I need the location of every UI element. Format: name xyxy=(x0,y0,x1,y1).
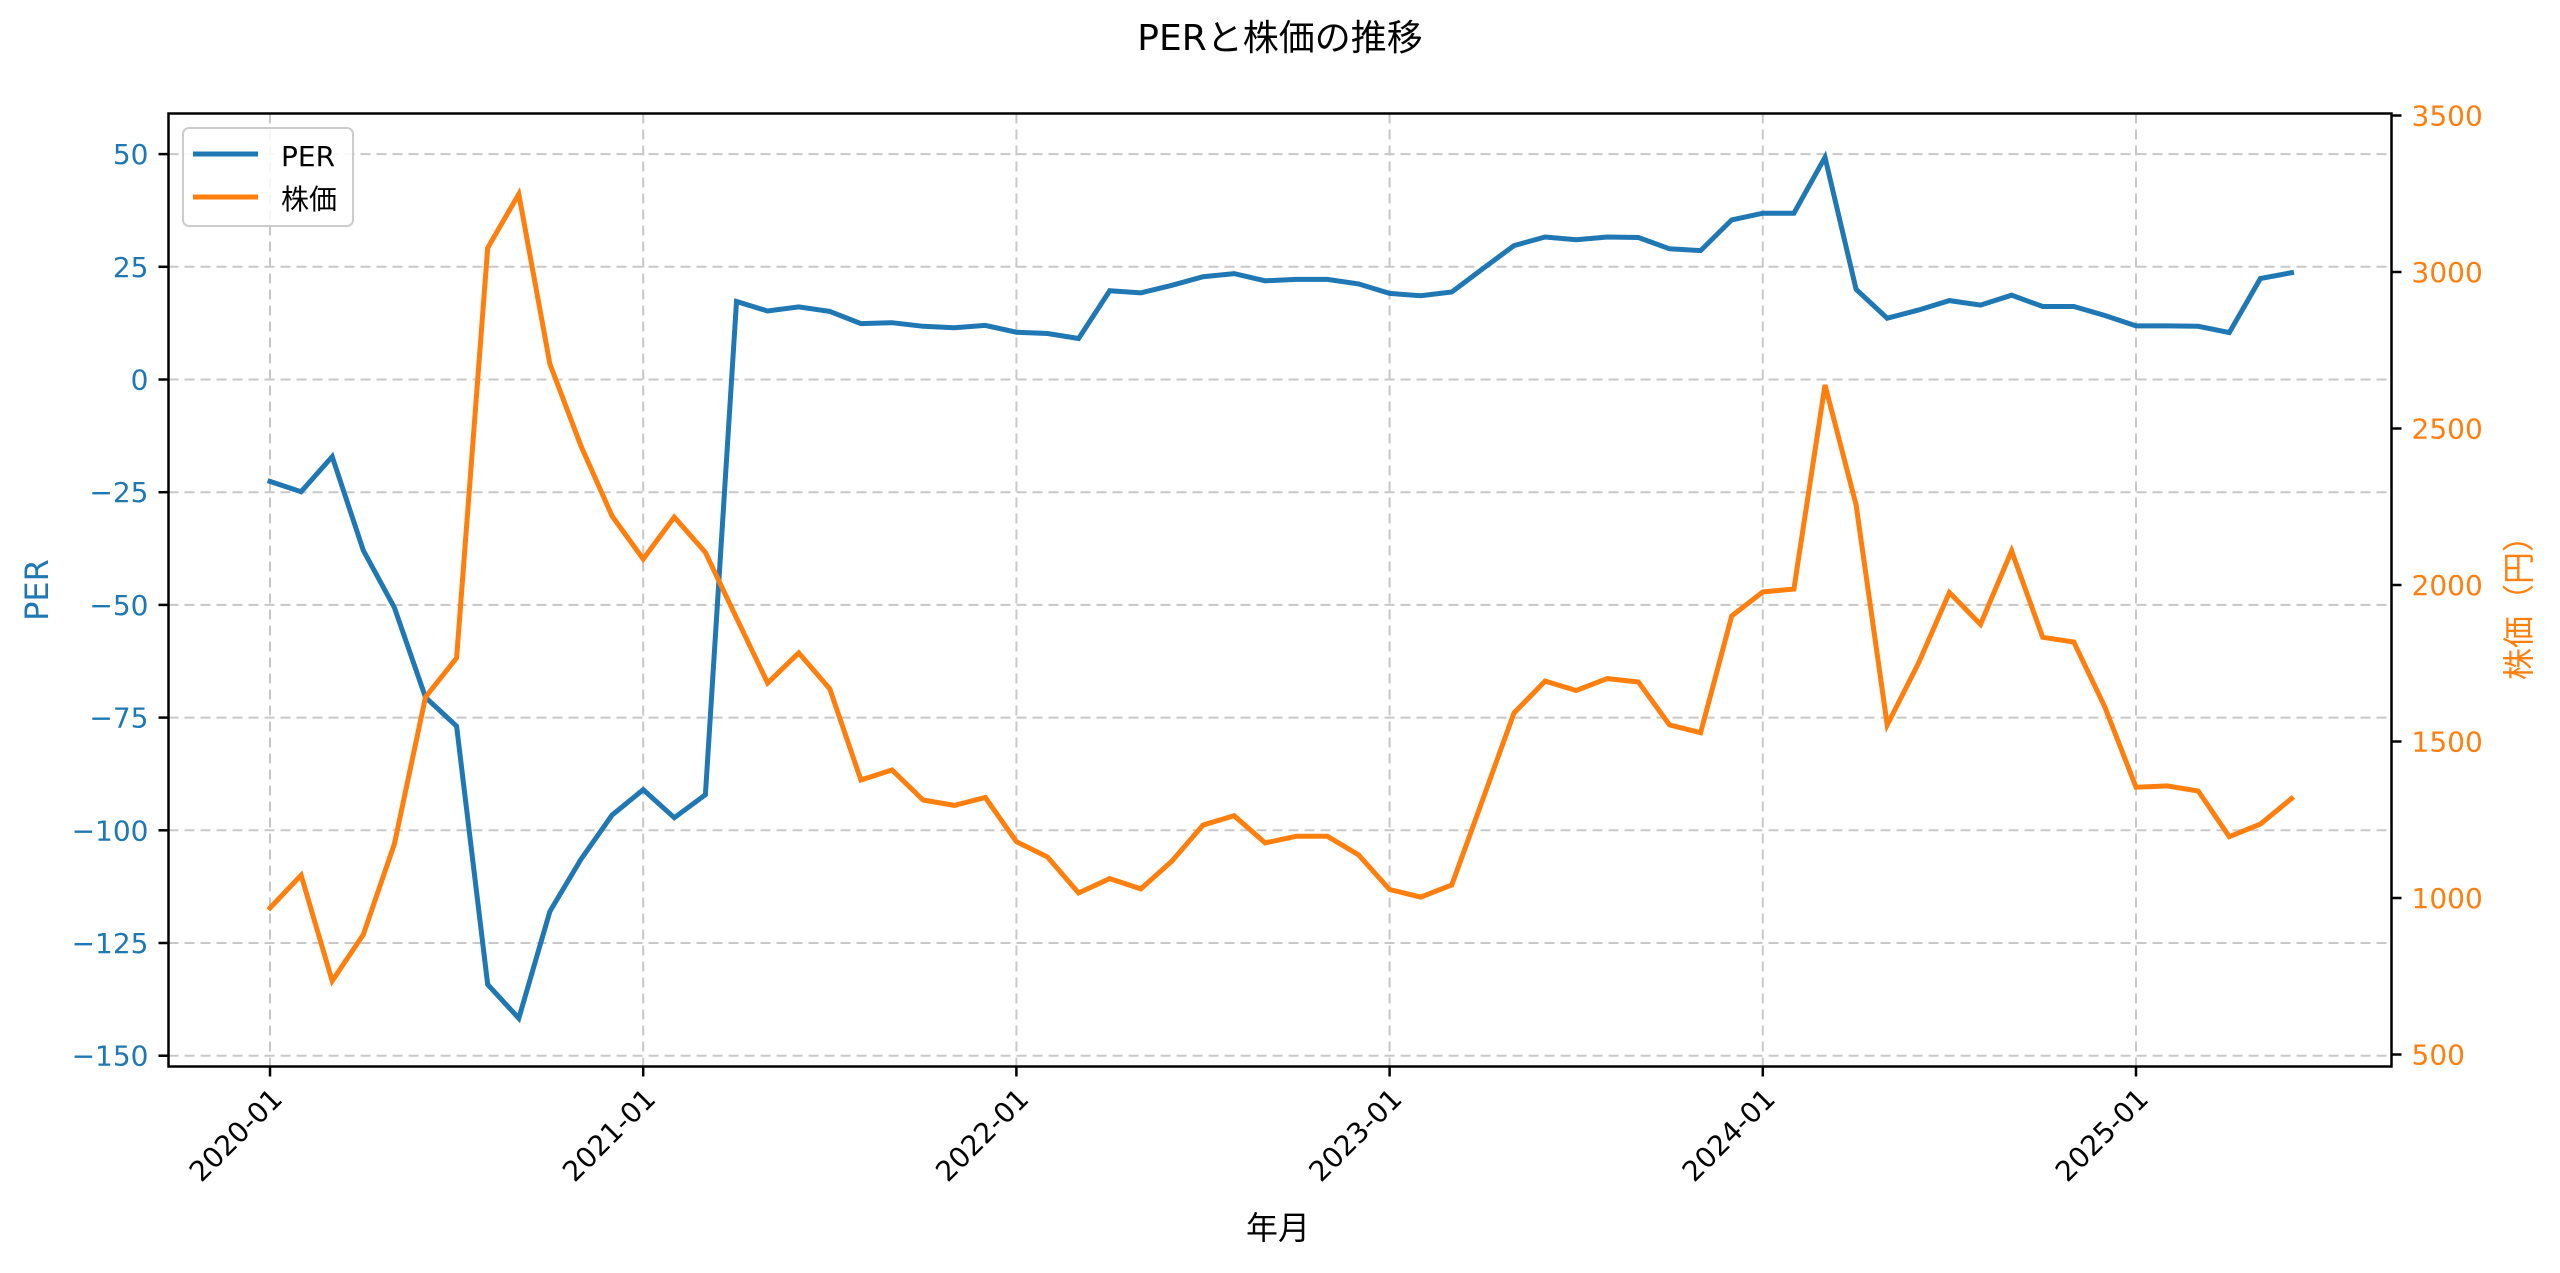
right-tick-label: 1000 xyxy=(2412,882,2483,915)
right-tick-label: 2500 xyxy=(2412,413,2483,446)
right-tick-label: 3000 xyxy=(2412,256,2483,289)
chart-title: PERと株価の推移 xyxy=(1137,18,1422,59)
plot-series xyxy=(266,150,2296,1024)
right-tick-label: 500 xyxy=(2412,1039,2465,1072)
left-tick-label: −75 xyxy=(89,702,148,735)
legend-per-label: PER xyxy=(281,140,335,173)
left-tick-label: −50 xyxy=(89,589,148,622)
right-tick-label: 2000 xyxy=(2412,569,2483,602)
price-line xyxy=(266,186,2296,987)
x-tick-label: 2025-01 xyxy=(2049,1082,2155,1188)
left-tick-label: 0 xyxy=(131,364,149,397)
right-y-axis-label: 株価（円） xyxy=(2500,520,2538,680)
right-tick-label: 1500 xyxy=(2412,726,2483,759)
x-axis-label: 年月 xyxy=(1246,1209,1310,1247)
x-tick-label: 2020-01 xyxy=(183,1082,289,1188)
left-y-axis: −150 −125 −100 −75 −50 −25 0 25 50 xyxy=(72,138,169,1073)
plot-frame xyxy=(167,112,2393,1068)
left-y-axis-label: PER xyxy=(18,559,56,621)
legend: PER 株価 xyxy=(182,127,354,227)
left-tick-label: −100 xyxy=(72,814,149,847)
x-tick-label: 2023-01 xyxy=(1302,1082,1408,1188)
left-tick-label: 50 xyxy=(113,138,149,171)
x-tick-label: 2024-01 xyxy=(1676,1082,1782,1188)
legend-price-label: 株価 xyxy=(281,183,337,216)
left-tick-label: −150 xyxy=(72,1040,149,1073)
per-line xyxy=(266,150,2295,1024)
grid xyxy=(168,113,2392,1067)
left-tick-label: 25 xyxy=(113,251,149,284)
right-tick-label: 3500 xyxy=(2412,100,2483,133)
x-tick-label: 2022-01 xyxy=(929,1082,1035,1188)
left-tick-label: −25 xyxy=(89,476,148,509)
x-axis: 2020-01 2021-01 2022-01 2023-01 2024-01 2025-… xyxy=(183,1066,2155,1188)
right-y-axis: 500 1000 1500 2000 2500 3000 3500 xyxy=(2391,100,2483,1072)
x-tick-label: 2021-01 xyxy=(556,1082,662,1188)
left-tick-label: −125 xyxy=(72,927,149,960)
